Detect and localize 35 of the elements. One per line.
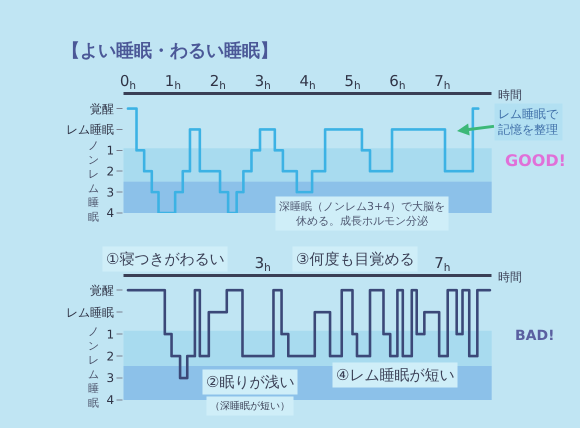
chart-title: 【よい睡眠・わるい睡眠】 [62,40,278,62]
y-tick-label: 2 [106,349,114,364]
y-tick-label: 2 [106,164,114,178]
y-tick-label: 覚醒 [90,283,114,298]
x-tick-label: 2$_{h}$ [210,72,226,92]
x-tick-label: 4$_{h}$ [300,72,316,92]
text: GOOD! [505,151,566,170]
text: ③何度も目覚める [296,250,414,268]
y-axis-title: ノンレム睡眠 [88,325,99,410]
y-tick-label: 4 [106,206,114,220]
y-tick-label: レム睡眠 [66,305,114,320]
annotation: ②眠りが浅い [206,373,294,391]
x-tick-label: 1$_{h}$ [164,72,181,92]
y-tick-label: 3 [106,371,114,386]
y-tick-label: 4 [106,393,114,408]
y-tick-label: 1 [106,327,114,342]
x-tick-label: 3$_{h}$ [254,254,271,274]
x-tick-label: 5$_{h}$ [344,72,361,92]
x-tick-label: 7$_{h}$ [434,254,450,274]
text: BAD! [515,328,555,344]
text: （深睡眠が短い） [210,400,290,412]
text: ①寝つきがわるい [106,250,224,268]
y-axis-title: ノンレム睡眠 [88,139,99,224]
text: レム睡眠で記憶を整理 [498,107,559,137]
x-tick-label: 3$_{h}$ [254,72,271,92]
x-axis-title: 時間 [498,270,522,284]
y-tick-label: 1 [106,144,114,158]
annotation: 深睡眠（ノンレム3+4）で大脳を休める。成長ホルモン分泌 [279,200,446,228]
x-tick-label: 7$_{h}$ [434,72,450,92]
y-tick-label: 3 [106,185,114,200]
x-axis-title: 時間 [498,88,522,102]
y-tick-label: レム睡眠 [66,122,114,137]
x-tick-label: 6$_{h}$ [389,72,406,92]
x-tick-label: 0$_{h}$ [120,72,136,92]
annotation: ④レム睡眠が短い [336,366,454,384]
